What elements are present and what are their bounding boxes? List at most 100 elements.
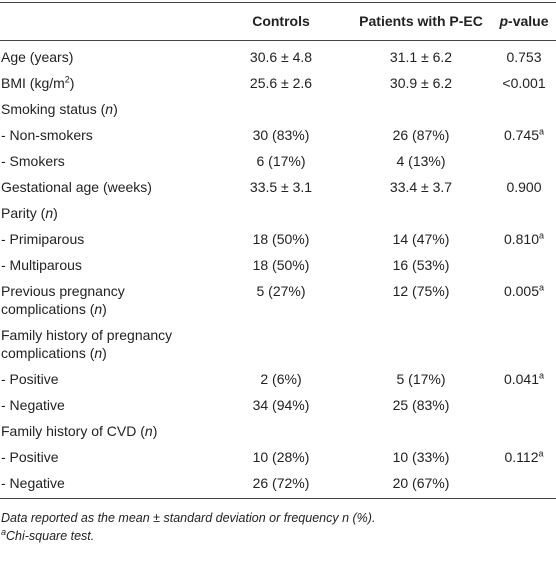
table-cell: 0.810a — [494, 226, 556, 252]
table-cell: - Smokers — [0, 148, 214, 174]
table-cell: 30.6 ± 4.8 — [214, 41, 350, 71]
table-cell: 31.1 ± 6.2 — [350, 41, 494, 71]
text-run: 5 (17%) — [396, 371, 446, 387]
table-cell — [494, 418, 556, 444]
table-cell: 5 (17%) — [350, 366, 494, 392]
text-run: 12 (75%) — [392, 283, 450, 299]
table-cell — [350, 418, 494, 444]
text-run: ) — [102, 345, 107, 361]
text-run: BMI (kg/m — [1, 75, 65, 91]
table-cell — [350, 200, 494, 226]
text-run: 5 (27%) — [256, 283, 306, 299]
table-cell: - Positive — [0, 366, 214, 392]
table-cell: 20 (67%) — [350, 470, 494, 499]
table-cell: 0.900 — [494, 174, 556, 200]
table-cell: Previous pregnancy complications (n) — [0, 278, 214, 322]
table-cell — [494, 392, 556, 418]
text-run: Smoking status ( — [1, 101, 106, 117]
table-row: Age (years) 30.6 ± 4.8 31.1 ± 6.2 0.753 — [0, 41, 556, 71]
text-run: ) — [152, 423, 158, 439]
table-cell — [494, 200, 556, 226]
table-cell: - Non-smokers — [0, 122, 214, 148]
table-cell — [214, 322, 350, 366]
table-cell — [214, 418, 350, 444]
table-cell: 30 (83%) — [214, 122, 350, 148]
text-run: 14 (47%) — [392, 231, 450, 247]
text-run: 30 (83%) — [252, 127, 310, 143]
text-run: n — [144, 423, 153, 439]
text-run: 30.9 ± 6.2 — [389, 75, 453, 91]
table-cell: - Negative — [0, 470, 214, 499]
table-cell: - Positive — [0, 444, 214, 470]
table-cell: 6 (17%) — [214, 148, 350, 174]
text-run: 0.112 — [504, 449, 539, 465]
text-run: 0.753 — [506, 49, 542, 65]
table-cell: Gestational age (weeks) — [0, 174, 214, 200]
table-cell — [494, 148, 556, 174]
text-run: ) — [69, 75, 75, 91]
table-cell: 33.5 ± 3.1 — [214, 174, 350, 200]
header-cell: p-value — [494, 3, 556, 41]
table-cell: 33.4 ± 3.7 — [350, 174, 494, 200]
header-cell: Controls — [214, 3, 350, 41]
text-run: 6 (17%) — [256, 153, 306, 169]
table-cell: 34 (94%) — [214, 392, 350, 418]
text-run: - Negative — [1, 475, 65, 491]
table-row: - Positive 2 (6%) 5 (17%) 0.041a — [0, 366, 556, 392]
table-cell: 0.005a — [494, 278, 556, 322]
table-cell — [494, 252, 556, 278]
text-run: p — [499, 13, 509, 29]
text-run: Family history of pregnancy complication… — [1, 327, 173, 361]
text-run: n — [94, 301, 103, 317]
table-row: - Negative 26 (72%) 20 (67%) — [0, 470, 556, 499]
text-run: 4 (13%) — [396, 153, 446, 169]
table-cell — [494, 322, 556, 366]
table-cell: 16 (53%) — [350, 252, 494, 278]
table-row: - Positive 10 (28%) 10 (33%) 0.112a — [0, 444, 556, 470]
text-run: 0.900 — [506, 179, 542, 195]
table-row: Previous pregnancy complications (n) 5 (2… — [0, 278, 556, 322]
table-cell: 5 (27%) — [214, 278, 350, 322]
table-cell: 0.041a — [494, 366, 556, 392]
text-run: 0.005 — [503, 283, 540, 299]
text-run: n — [105, 101, 114, 117]
text-run: - Positive — [1, 371, 59, 387]
text-run: Patients with P-EC — [359, 13, 483, 29]
table-cell: 26 (72%) — [214, 470, 350, 499]
text-run: - Negative — [1, 397, 65, 413]
table-cell — [494, 470, 556, 499]
text-run: a — [538, 448, 544, 459]
text-run: - Non-smokers — [1, 127, 93, 143]
table-cell: 14 (47%) — [350, 226, 494, 252]
text-run: Gestational age (weeks) — [1, 179, 152, 195]
text-run: ) — [102, 301, 107, 317]
footnote: aChi-square test. — [1, 527, 556, 545]
text-run: -value — [508, 13, 549, 29]
table-cell: Age (years) — [0, 41, 214, 71]
table-cell: 2 (6%) — [214, 366, 350, 392]
text-run: n — [94, 345, 103, 361]
table-cell: Smoking status (n) — [0, 96, 214, 122]
table-cell: 18 (50%) — [214, 252, 350, 278]
text-run: Controls — [252, 13, 310, 29]
text-run: - Primiparous — [1, 231, 85, 247]
text-run: 30.6 ± 4.8 — [249, 49, 313, 65]
text-run: 18 (50%) — [252, 257, 310, 273]
table-row: - Primiparous 18 (50%) 14 (47%) 0.810a — [0, 226, 556, 252]
table-cell: - Primiparous — [0, 226, 214, 252]
footnote: Data reported as the mean ± standard dev… — [1, 509, 556, 527]
table-cell: 0.112a — [494, 444, 556, 470]
table-cell: 10 (33%) — [350, 444, 494, 470]
table-cell: Family history of pregnancy complication… — [0, 322, 214, 366]
text-run: 26 (87%) — [392, 127, 450, 143]
text-run: a — [539, 230, 545, 241]
table-row: Family history of pregnancy complication… — [0, 322, 556, 366]
text-run: n — [45, 205, 54, 221]
table-body: Age (years) 30.6 ± 4.8 31.1 ± 6.2 0.753 BMI … — [0, 41, 556, 499]
text-run: a — [1, 526, 7, 537]
table-cell: - Multiparous — [0, 252, 214, 278]
table-row: - Non-smokers 30 (83%) 26 (87%) 0.745a — [0, 122, 556, 148]
text-run: - Multiparous — [1, 257, 82, 273]
text-run: 33.5 ± 3.1 — [249, 179, 313, 195]
